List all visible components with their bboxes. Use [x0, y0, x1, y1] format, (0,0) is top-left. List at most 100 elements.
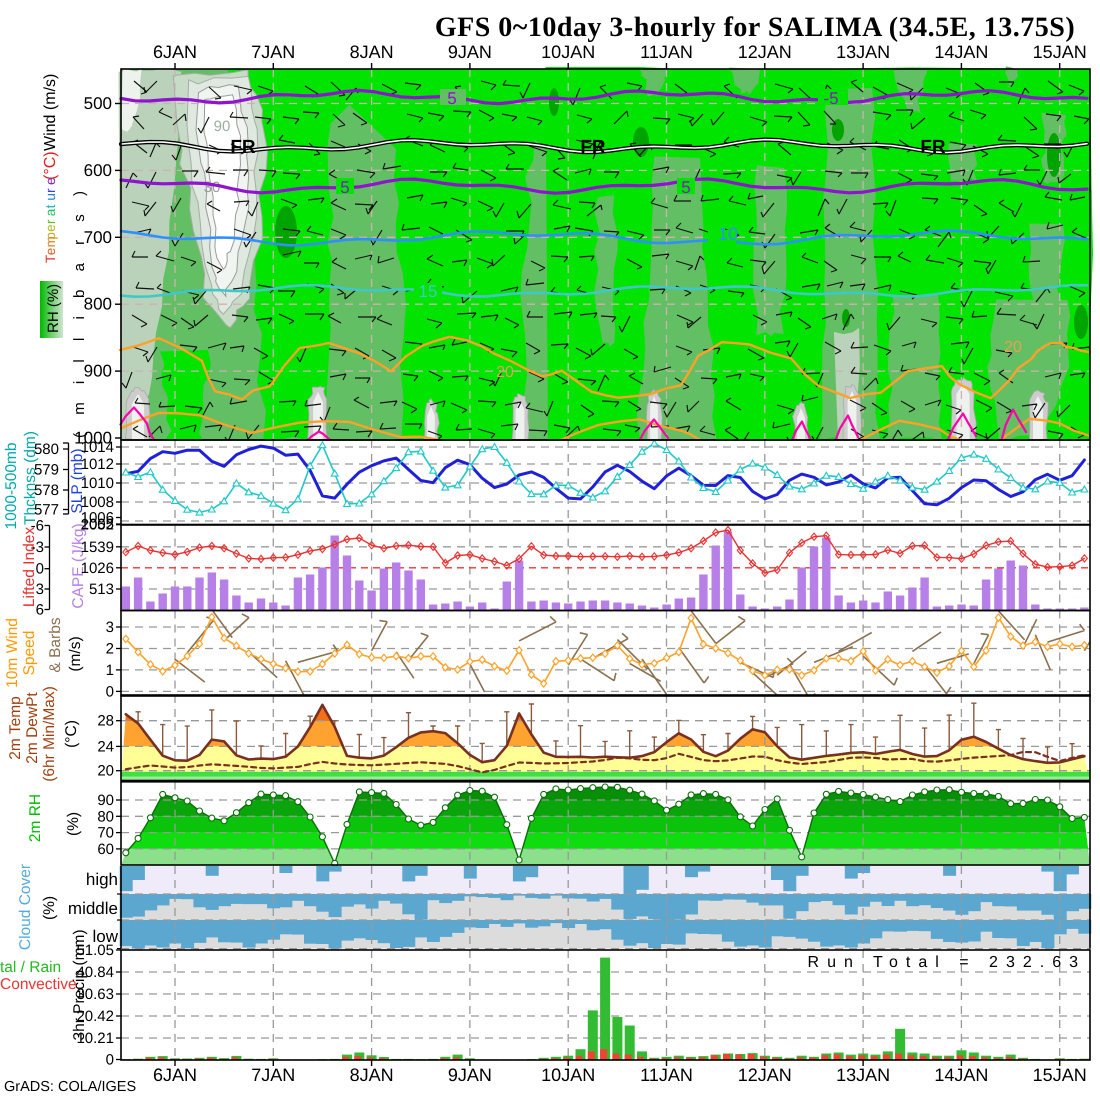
- svg-text:CAPE (J/kg): CAPE (J/kg): [70, 523, 87, 608]
- svg-text:800: 800: [84, 295, 112, 314]
- svg-text:10.21: 10.21: [76, 1030, 114, 1047]
- svg-text:1008: 1008: [81, 494, 114, 511]
- svg-text:90: 90: [97, 792, 114, 809]
- svg-text:-6: -6: [31, 518, 44, 535]
- svg-text:(%): (%): [65, 812, 82, 836]
- svg-text:FR: FR: [230, 137, 256, 158]
- svg-text:11JAN: 11JAN: [640, 42, 693, 62]
- svg-text:2m Temp: 2m Temp: [7, 696, 24, 759]
- svg-text:1026: 1026: [81, 560, 114, 577]
- svg-text:a: a: [43, 208, 58, 216]
- svg-text:3hr Precip (mm): 3hr Precip (mm): [71, 929, 88, 1040]
- svg-text:12JAN: 12JAN: [738, 42, 792, 62]
- svg-text:Speed: Speed: [21, 631, 38, 676]
- svg-text:middle: middle: [68, 899, 118, 918]
- svg-text:1014: 1014: [81, 439, 114, 456]
- svg-text:40.84: 40.84: [76, 964, 114, 981]
- svg-text:3: 3: [36, 581, 44, 598]
- svg-text:2: 2: [106, 641, 114, 658]
- svg-text:(m/s): (m/s): [67, 636, 84, 671]
- svg-text:580: 580: [34, 441, 59, 458]
- svg-text:5: 5: [681, 178, 690, 197]
- svg-text:13JAN: 13JAN: [836, 1065, 890, 1085]
- svg-text:0: 0: [106, 1052, 114, 1069]
- svg-text:15JAN: 15JAN: [1033, 1065, 1087, 1085]
- svg-text:GrADS: COLA/IGES: GrADS: COLA/IGES: [4, 1079, 136, 1095]
- svg-text:e: e: [43, 177, 58, 185]
- svg-text:-5: -5: [823, 89, 838, 108]
- svg-text:1010: 1010: [81, 475, 114, 492]
- svg-text:5: 5: [340, 178, 349, 197]
- svg-text:900: 900: [84, 362, 112, 381]
- svg-text:FR: FR: [580, 137, 606, 158]
- svg-text:30: 30: [204, 179, 221, 196]
- svg-text:579: 579: [34, 462, 59, 479]
- svg-text:15: 15: [419, 282, 438, 301]
- svg-text:28: 28: [97, 713, 114, 730]
- svg-text:3: 3: [106, 619, 114, 636]
- svg-text:& Barbs: & Barbs: [47, 617, 64, 672]
- svg-text:1006: 1006: [81, 510, 114, 527]
- svg-text:700: 700: [84, 228, 112, 247]
- svg-text:t: t: [43, 204, 58, 208]
- svg-text:15JAN: 15JAN: [1033, 42, 1087, 62]
- svg-text:5: 5: [447, 89, 456, 108]
- svg-text:70: 70: [97, 825, 114, 842]
- svg-text:9JAN: 9JAN: [448, 42, 492, 62]
- svg-text:FR: FR: [920, 137, 946, 158]
- svg-text:7JAN: 7JAN: [251, 42, 295, 62]
- svg-text:SLP (mb): SLP (mb): [69, 448, 86, 513]
- svg-text:high: high: [86, 870, 118, 889]
- svg-text:10m Wind: 10m Wind: [4, 618, 21, 688]
- svg-text:low: low: [92, 927, 118, 946]
- svg-text:51.05: 51.05: [76, 942, 114, 959]
- svg-text:u: u: [43, 193, 58, 201]
- svg-text:20: 20: [496, 364, 514, 381]
- svg-text:1000: 1000: [74, 429, 112, 448]
- svg-text:(6hr Min/Max): (6hr Min/Max): [41, 686, 58, 782]
- svg-text:500: 500: [84, 94, 112, 113]
- svg-text:e: e: [43, 248, 58, 256]
- svg-text:600: 600: [84, 161, 112, 180]
- svg-text:1005: 1005: [81, 516, 114, 533]
- svg-text:0: 0: [36, 561, 44, 578]
- svg-text:10: 10: [718, 224, 738, 244]
- svg-text:1539: 1539: [81, 539, 114, 556]
- svg-text:-3: -3: [31, 539, 44, 556]
- svg-text:0: 0: [106, 683, 114, 700]
- svg-text:1: 1: [106, 662, 114, 679]
- svg-text:r: r: [43, 188, 58, 193]
- svg-text:1012: 1012: [81, 456, 114, 473]
- svg-text:8JAN: 8JAN: [350, 1065, 394, 1085]
- svg-text:577: 577: [34, 502, 59, 519]
- svg-text:7JAN: 7JAN: [251, 1065, 295, 1085]
- svg-text:e: e: [43, 224, 58, 232]
- svg-text:(%): (%): [41, 896, 58, 920]
- svg-text:513: 513: [89, 581, 114, 598]
- svg-text:2052: 2052: [81, 517, 114, 534]
- svg-text:90: 90: [214, 118, 231, 135]
- svg-text:20: 20: [1004, 339, 1022, 356]
- svg-text:(millibars): (millibars): [71, 173, 88, 438]
- svg-text:Wind (m/s): Wind (m/s): [42, 74, 59, 151]
- svg-text:80: 80: [97, 808, 114, 825]
- svg-text:2m RH: 2m RH: [27, 794, 44, 842]
- svg-text:10JAN: 10JAN: [541, 1065, 595, 1085]
- svg-text:Thcknss (dm): Thcknss (dm): [22, 431, 39, 525]
- svg-text:(°C): (°C): [42, 151, 59, 180]
- svg-text:11JAN: 11JAN: [640, 1065, 693, 1085]
- svg-text:Lifted Index: Lifted Index: [21, 527, 38, 607]
- svg-text:6JAN: 6JAN: [153, 1065, 197, 1085]
- svg-text:2m DewPt: 2m DewPt: [24, 692, 41, 764]
- svg-text:60: 60: [97, 841, 114, 858]
- svg-text:14JAN: 14JAN: [934, 42, 988, 62]
- svg-text:T: T: [43, 255, 58, 263]
- svg-text:9JAN: 9JAN: [448, 1065, 492, 1085]
- svg-text:Run Total = 232.63: Run Total = 232.63: [808, 954, 1086, 971]
- svg-text:(°C): (°C): [63, 720, 80, 748]
- svg-text:20: 20: [97, 763, 114, 780]
- svg-text:24: 24: [97, 738, 114, 755]
- svg-text:6: 6: [36, 602, 44, 619]
- svg-text:20.42: 20.42: [76, 1008, 114, 1025]
- svg-text:6JAN: 6JAN: [153, 42, 197, 62]
